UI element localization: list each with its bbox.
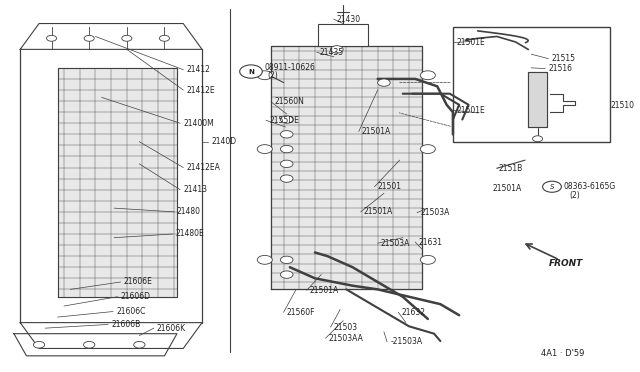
Circle shape <box>420 145 435 154</box>
Circle shape <box>47 35 56 41</box>
Text: 21435: 21435 <box>320 48 344 57</box>
Text: FRONT: FRONT <box>549 260 583 269</box>
Text: 21412EA: 21412EA <box>186 163 220 172</box>
Text: 2155DE: 2155DE <box>269 116 299 125</box>
Text: 21560N: 21560N <box>274 97 304 106</box>
Text: (2): (2) <box>268 71 278 80</box>
Circle shape <box>280 175 293 182</box>
Text: 21606K: 21606K <box>157 324 186 333</box>
Text: 21501E: 21501E <box>457 106 485 115</box>
Text: 21480E: 21480E <box>176 230 204 238</box>
Circle shape <box>257 145 272 154</box>
Text: 21412E: 21412E <box>186 86 215 94</box>
Text: 21510: 21510 <box>611 101 635 110</box>
Polygon shape <box>528 71 547 127</box>
Circle shape <box>331 46 343 53</box>
Text: 21560F: 21560F <box>287 308 316 317</box>
Text: 21631: 21631 <box>419 238 442 247</box>
Circle shape <box>280 131 293 138</box>
Text: 4A1 · D'59: 4A1 · D'59 <box>541 350 584 359</box>
Text: 21503AA: 21503AA <box>329 334 364 343</box>
Circle shape <box>159 35 170 41</box>
Circle shape <box>378 79 390 86</box>
Circle shape <box>420 256 435 264</box>
Text: 21606B: 21606B <box>111 320 140 329</box>
Text: 21501A: 21501A <box>362 127 391 136</box>
Circle shape <box>240 65 262 78</box>
Text: 08911-10626: 08911-10626 <box>265 63 316 72</box>
Polygon shape <box>58 68 177 297</box>
Circle shape <box>280 145 293 153</box>
Circle shape <box>33 341 45 348</box>
Text: 21503A: 21503A <box>420 208 450 217</box>
Text: 21400M: 21400M <box>183 119 214 128</box>
Text: 21515: 21515 <box>552 54 575 63</box>
Text: 2140D: 2140D <box>211 137 237 146</box>
Text: 21606E: 21606E <box>124 278 152 286</box>
Text: 21412: 21412 <box>186 65 211 74</box>
Bar <box>453 27 610 142</box>
Circle shape <box>134 341 145 348</box>
Polygon shape <box>271 46 422 289</box>
Text: 21503A: 21503A <box>381 239 410 248</box>
Text: 21430: 21430 <box>337 15 361 23</box>
Circle shape <box>532 136 543 142</box>
Text: S: S <box>550 184 554 190</box>
Circle shape <box>257 71 272 80</box>
Circle shape <box>122 35 132 41</box>
Circle shape <box>84 35 94 41</box>
Text: 21501A: 21501A <box>364 207 393 217</box>
Text: 21632: 21632 <box>401 308 426 317</box>
Circle shape <box>280 256 293 263</box>
Circle shape <box>280 271 293 278</box>
Circle shape <box>280 160 293 167</box>
Text: 21413: 21413 <box>183 185 207 194</box>
Bar <box>318 23 368 46</box>
Circle shape <box>543 181 561 192</box>
Circle shape <box>257 256 272 264</box>
Text: 21606D: 21606D <box>120 292 150 301</box>
Text: 21503: 21503 <box>333 323 358 331</box>
Text: 08363-6165G: 08363-6165G <box>564 182 616 191</box>
Text: -21503A: -21503A <box>390 337 422 346</box>
Text: N: N <box>248 68 254 74</box>
Circle shape <box>84 341 95 348</box>
Text: 21516: 21516 <box>548 64 572 73</box>
Circle shape <box>420 71 435 80</box>
Text: 21501A: 21501A <box>492 185 522 193</box>
Text: 21501: 21501 <box>378 182 402 191</box>
Text: 21606C: 21606C <box>116 307 145 316</box>
Text: 21480: 21480 <box>177 207 201 217</box>
Text: 2151B: 2151B <box>498 164 522 173</box>
Text: 21501E: 21501E <box>457 38 485 47</box>
Circle shape <box>280 116 293 123</box>
Text: (2): (2) <box>569 191 580 200</box>
Text: 21501A: 21501A <box>310 286 339 295</box>
